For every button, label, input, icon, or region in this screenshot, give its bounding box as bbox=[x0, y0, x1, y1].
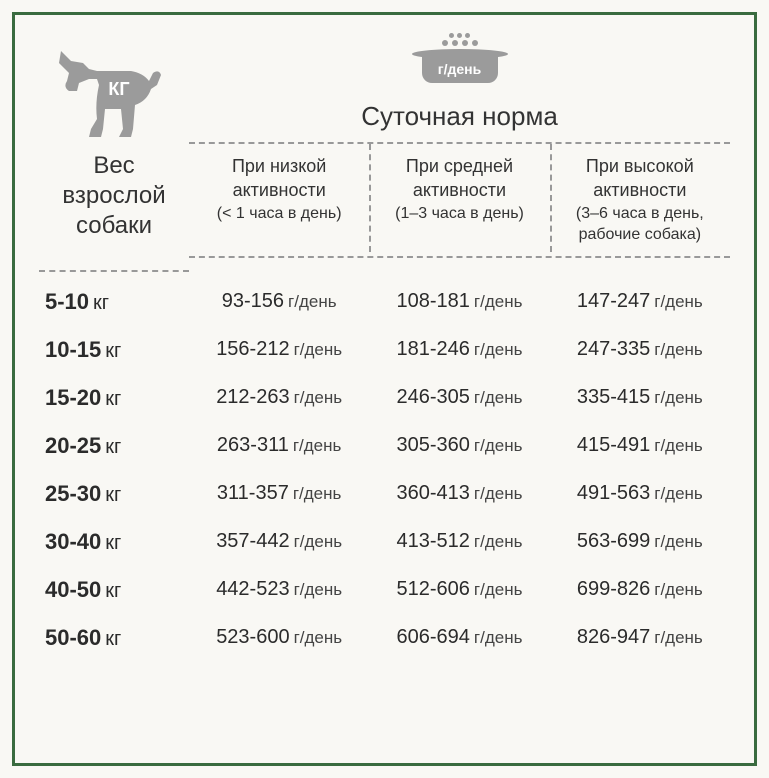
weight-header-label: Вес взрослой собаки bbox=[62, 151, 165, 241]
value-cell-low: 442-523г/день bbox=[189, 578, 369, 601]
table-row: 20-25кг263-311г/день305-360г/день415-491… bbox=[39, 422, 730, 470]
weight-cell: 25-30кг bbox=[39, 481, 189, 507]
value-cell-med: 108-181г/день bbox=[369, 290, 549, 313]
value-cell-low: 263-311г/день bbox=[189, 434, 369, 457]
table-row: 15-20кг212-263г/день246-305г/день335-415… bbox=[39, 374, 730, 422]
weight-cell: 30-40кг bbox=[39, 529, 189, 555]
column-header-title: При высокойактивности bbox=[556, 154, 724, 203]
bowl-label: г/день bbox=[438, 61, 481, 77]
value-cell-low: 156-212г/день bbox=[189, 338, 369, 361]
weight-header-line1: Вес bbox=[93, 152, 134, 179]
weight-cell: 40-50кг bbox=[39, 577, 189, 603]
value-cell-low: 523-600г/день bbox=[189, 626, 369, 649]
dog-icon: КГ bbox=[49, 33, 179, 143]
column-header-sub: (< 1 часа в день) bbox=[195, 203, 363, 225]
table-row: 10-15кг156-212г/день181-246г/день247-335… bbox=[39, 326, 730, 374]
table-row: 25-30кг311-357г/день360-413г/день491-563… bbox=[39, 470, 730, 518]
value-cell-med: 360-413г/день bbox=[369, 482, 549, 505]
feeding-table-frame: КГ Вес взрослой собаки г/день Суточная н… bbox=[12, 12, 757, 766]
column-header-1: При среднейактивности(1–3 часа в день) bbox=[369, 154, 549, 246]
weight-header-line3: собаки bbox=[76, 212, 152, 239]
value-cell-low: 311-357г/день bbox=[189, 482, 369, 505]
value-cell-low: 93-156г/день bbox=[189, 290, 369, 313]
dog-kg-label: КГ bbox=[108, 79, 129, 99]
table-row: 5-10кг93-156г/день108-181г/день147-247г/… bbox=[39, 278, 730, 326]
value-cell-med: 181-246г/день bbox=[369, 338, 549, 361]
column-header-2: При высокойактивности(3–6 часа в день, р… bbox=[550, 154, 730, 246]
value-cell-high: 335-415г/день bbox=[550, 386, 730, 409]
column-header-sub: (3–6 часа в день, рабочие собака) bbox=[556, 203, 724, 246]
value-cell-med: 305-360г/день bbox=[369, 434, 549, 457]
title-column: г/день Суточная норма При низкойактивнос… bbox=[189, 33, 730, 258]
weight-cell: 50-60кг bbox=[39, 625, 189, 651]
column-headers: При низкойактивности(< 1 часа в день)При… bbox=[189, 154, 730, 246]
value-cell-high: 247-335г/день bbox=[550, 338, 730, 361]
table-row: 40-50кг442-523г/день512-606г/день699-826… bbox=[39, 566, 730, 614]
value-cell-med: 606-694г/день bbox=[369, 626, 549, 649]
column-header-title: При низкойактивности bbox=[195, 154, 363, 203]
weight-cell: 20-25кг bbox=[39, 433, 189, 459]
value-cell-high: 415-491г/день bbox=[550, 434, 730, 457]
value-cell-high: 491-563г/день bbox=[550, 482, 730, 505]
column-header-sub: (1–3 часа в день) bbox=[375, 203, 543, 225]
column-header-0: При низкойактивности(< 1 часа в день) bbox=[189, 154, 369, 246]
weight-cell: 15-20кг bbox=[39, 385, 189, 411]
weight-cell: 10-15кг bbox=[39, 337, 189, 363]
value-cell-high: 147-247г/день bbox=[550, 290, 730, 313]
table-row: 30-40кг357-442г/день413-512г/день563-699… bbox=[39, 518, 730, 566]
header-top-row: КГ Вес взрослой собаки г/день Суточная н… bbox=[39, 33, 730, 258]
weight-header-line2: взрослой bbox=[62, 182, 165, 209]
dog-icon-column: КГ Вес взрослой собаки bbox=[39, 33, 189, 241]
value-cell-high: 826-947г/день bbox=[550, 626, 730, 649]
column-headers-wrap: При низкойактивности(< 1 часа в день)При… bbox=[189, 142, 730, 258]
table-row: 50-60кг523-600г/день606-694г/день826-947… bbox=[39, 614, 730, 662]
value-cell-low: 357-442г/день bbox=[189, 530, 369, 553]
table-title: Суточная норма bbox=[361, 101, 558, 132]
value-cell-med: 512-606г/день bbox=[369, 578, 549, 601]
value-cell-high: 563-699г/день bbox=[550, 530, 730, 553]
value-cell-med: 413-512г/день bbox=[369, 530, 549, 553]
weight-cell: 5-10кг bbox=[39, 289, 189, 315]
value-cell-high: 699-826г/день bbox=[550, 578, 730, 601]
value-cell-low: 212-263г/день bbox=[189, 386, 369, 409]
column-header-title: При среднейактивности bbox=[375, 154, 543, 203]
value-cell-med: 246-305г/день bbox=[369, 386, 549, 409]
table-rows: 5-10кг93-156г/день108-181г/день147-247г/… bbox=[39, 278, 730, 662]
bowl-icon: г/день bbox=[412, 33, 508, 89]
